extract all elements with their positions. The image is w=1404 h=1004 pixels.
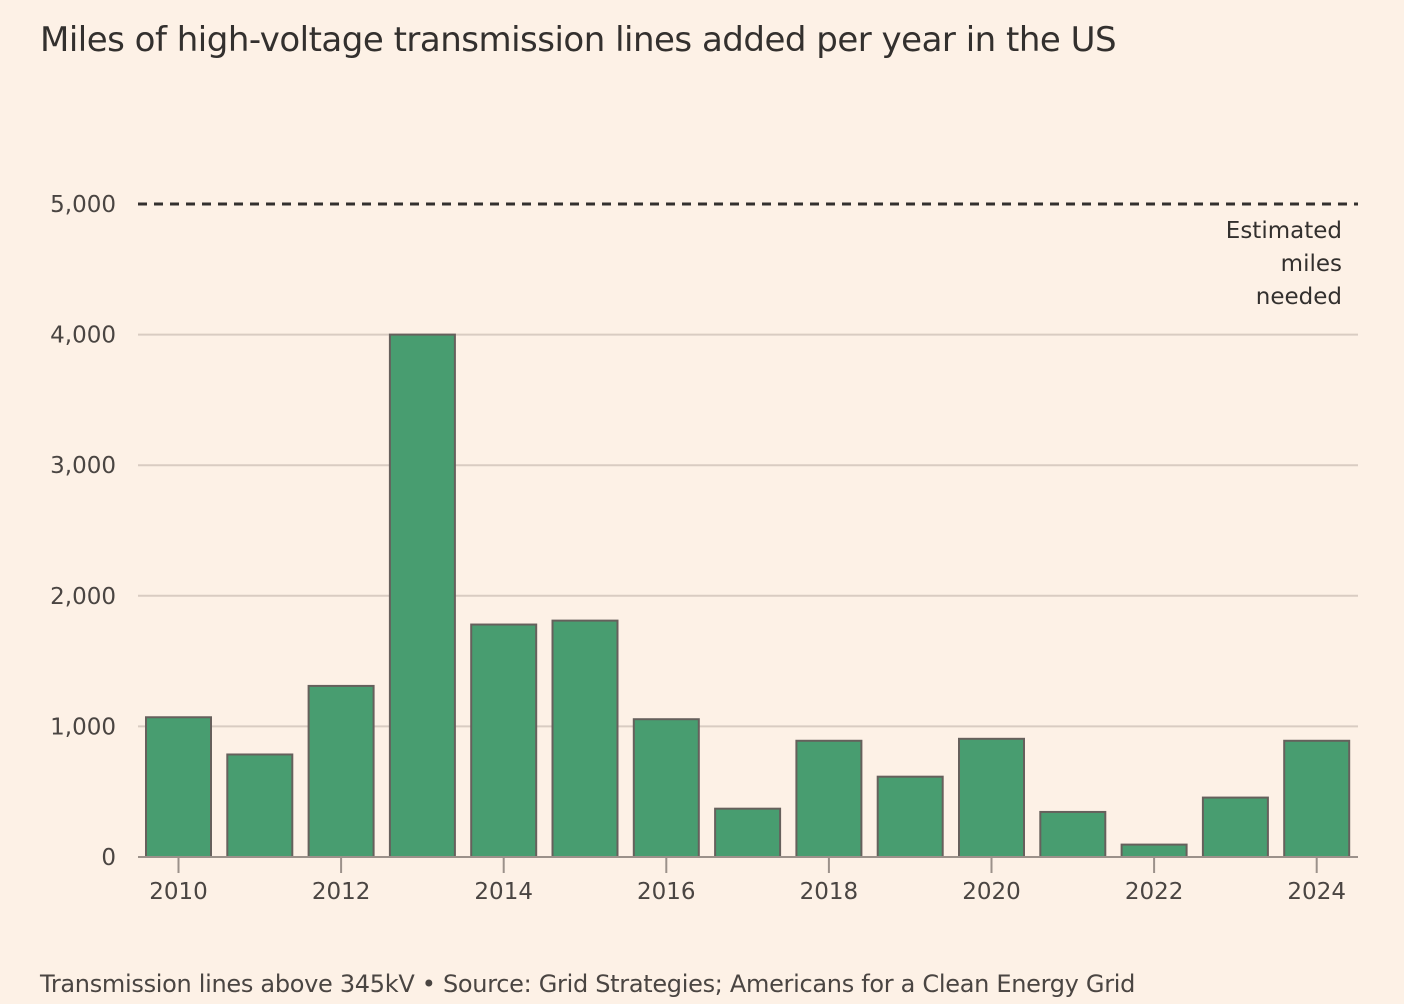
- y-axis-labels: 0 1,000 2,000 3,000 4,000 5,000: [50, 192, 116, 871]
- y-tick-label: 4,000: [50, 323, 116, 349]
- bar-2020: [958, 737, 1025, 859]
- bar-2013: [388, 333, 456, 859]
- bar-2015: [551, 619, 619, 859]
- y-tick-label: 0: [101, 845, 116, 871]
- bar-2024: [1283, 739, 1351, 858]
- x-axis: 2010 2012 2014 2016 2018 2020 2022 2024: [138, 856, 1358, 905]
- bar-2011: [226, 753, 294, 858]
- bars: [145, 333, 1351, 859]
- reference-line-label: needed: [1256, 284, 1342, 310]
- bar-2010: [145, 716, 212, 858]
- x-tick-label: 2018: [800, 879, 859, 905]
- bar-2012: [307, 684, 375, 858]
- x-tick-label: 2014: [474, 879, 533, 905]
- y-tick-label: 5,000: [50, 192, 116, 218]
- bar-2021: [1039, 810, 1107, 858]
- y-tick-label: 2,000: [50, 584, 116, 610]
- footer-source-note: Transmission lines above 345kV • Source:…: [40, 970, 1136, 998]
- gridlines: [138, 333, 1358, 728]
- bar-2014: [470, 623, 538, 858]
- chart-title: Miles of high-voltage transmission lines…: [40, 20, 1117, 60]
- x-tick-label: 2016: [637, 879, 696, 905]
- bar-2018: [795, 739, 863, 858]
- reference-line-label: miles: [1281, 251, 1342, 277]
- x-tick-label: 2010: [149, 879, 208, 905]
- y-tick-label: 1,000: [50, 714, 116, 740]
- bar-2016: [632, 718, 700, 858]
- reference-line-label: Estimated: [1226, 218, 1342, 244]
- bar-2023: [1201, 796, 1269, 859]
- bar-2019: [876, 775, 944, 859]
- x-tick-label: 2022: [1125, 879, 1184, 905]
- bar-2022: [1120, 843, 1188, 859]
- x-tick-label: 2012: [312, 879, 371, 905]
- reference-line-group: Estimated miles needed: [138, 202, 1358, 310]
- y-tick-label: 3,000: [50, 453, 116, 479]
- bar-2017: [714, 807, 782, 858]
- x-tick-label: 2024: [1287, 879, 1346, 905]
- x-tick-label: 2020: [962, 879, 1021, 905]
